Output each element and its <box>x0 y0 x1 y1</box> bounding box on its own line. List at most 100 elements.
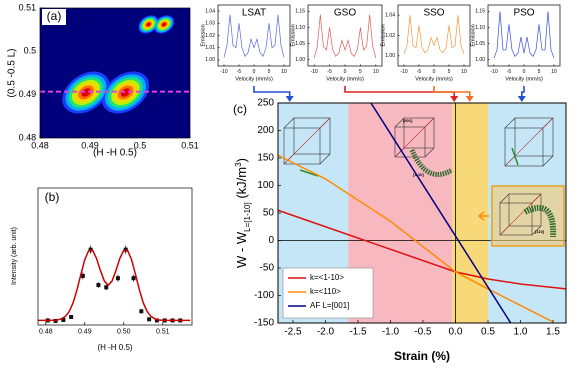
y-tick-label: 1.00 <box>475 57 485 63</box>
y-tick-label: 1.01 <box>205 45 215 51</box>
x-tick-label: -0.5 <box>414 327 432 338</box>
x-tick-label: -10 <box>220 69 227 75</box>
cube-diagram <box>499 193 542 236</box>
strain-arrow-head <box>465 96 474 102</box>
y-tick-label: 0.48 <box>19 132 37 142</box>
strain-arrow <box>344 86 455 97</box>
data-point <box>88 247 93 252</box>
y-axis-label-part: (kJ/m <box>234 167 249 202</box>
cube-diagonal <box>504 117 554 167</box>
y-tick-label: -50 <box>260 263 275 274</box>
data-line <box>277 154 554 323</box>
cube-face <box>283 127 321 165</box>
y-axis-label: (0.5 -0.5 L) <box>7 49 18 98</box>
x-tick-label: 10 <box>461 69 467 75</box>
x-axis-label: Velocity (mm/s) <box>235 76 273 82</box>
spin-arc <box>523 204 557 238</box>
legend-label: k=<1-10> <box>310 273 344 282</box>
x-tick-label: 0.5 <box>134 141 147 151</box>
cube-face <box>508 193 542 227</box>
y-axis-label: W - WL=[1-10] (kJ/m3) <box>234 158 252 268</box>
cube-edge <box>319 153 331 165</box>
contour-level <box>81 88 91 97</box>
y-axis-label: Emission <box>470 24 476 46</box>
y-tick-label: 1.15 <box>295 9 305 15</box>
data-line <box>403 15 465 54</box>
plot-frame <box>39 7 191 139</box>
x-tick-label: 10 <box>281 69 287 75</box>
inset-label: LSAT <box>242 8 266 19</box>
x-tick-label: 0.50 <box>117 329 131 336</box>
cube-diagram <box>283 117 331 165</box>
data-line <box>493 11 555 59</box>
moment-arrow <box>511 147 519 166</box>
y-tick-label: 150 <box>257 153 274 164</box>
data-point <box>69 315 74 320</box>
cube-face <box>499 202 533 236</box>
cube-edge <box>283 117 295 129</box>
x-tick-label: 0 <box>433 69 436 75</box>
y-axis-label-part: L=[1-10] <box>243 202 252 232</box>
y-tick-label: 1.04 <box>385 12 395 18</box>
x-tick-label: -1.5 <box>349 327 367 338</box>
x-tick-label: 0.0 <box>449 327 463 338</box>
y-axis-label: Emission <box>200 24 206 46</box>
cube-edge <box>542 155 554 167</box>
strain-arrow-head <box>450 96 459 102</box>
cube-diagonal <box>499 193 542 236</box>
y-axis-label: Emission <box>290 24 296 46</box>
data-point <box>61 317 66 322</box>
cube-face <box>403 117 435 149</box>
x-tick-label: 0 <box>523 69 526 75</box>
data-point <box>131 276 136 281</box>
cube-diagram <box>504 117 554 167</box>
x-tick-label: 5 <box>538 69 541 75</box>
x-axis-label: Velocity (mm/s) <box>415 76 453 82</box>
y-tick-label: 1.05 <box>475 41 485 47</box>
data-point <box>115 276 120 281</box>
y-tick-label: -150 <box>254 318 274 329</box>
data-point <box>139 309 144 314</box>
y-tick-label: 1.04 <box>205 8 215 14</box>
x-tick-label: 0 <box>253 69 256 75</box>
x-axis-label: (H -H 0.5) <box>93 148 137 159</box>
y-axis-label: Emission <box>380 24 386 46</box>
y-tick-label: 1.00 <box>295 57 305 63</box>
cube-face <box>504 127 544 167</box>
y-tick-label: 100 <box>257 180 274 191</box>
y-tick-label: 1.02 <box>205 33 215 39</box>
x-tick-label: 10 <box>373 69 379 75</box>
y-tick-label: 0.49 <box>19 89 37 99</box>
cube-face <box>293 117 331 155</box>
y-tick-label: 1.15 <box>475 9 485 15</box>
x-tick-label: 0.48 <box>39 329 53 336</box>
strain-arrow <box>520 86 525 97</box>
y-tick-label: 0.51 <box>19 2 37 12</box>
contour-level <box>161 22 167 27</box>
x-tick-label: 5 <box>448 69 451 75</box>
x-tick-label: 5 <box>268 69 271 75</box>
data-line <box>38 249 191 322</box>
inset-label: PSO <box>513 8 534 19</box>
x-tick-label: 0.49 <box>81 141 99 151</box>
strain-arrow-head <box>517 96 526 102</box>
y-tick-label: 1.00 <box>385 53 395 59</box>
panel-label: (c) <box>233 102 247 116</box>
y-tick-label: 0 <box>268 235 274 246</box>
cube-edge <box>424 147 435 158</box>
x-tick-label: -10 <box>400 69 407 75</box>
x-tick-label: -5 <box>327 69 332 75</box>
x-tick-label: 1.0 <box>514 327 528 338</box>
cube-edge <box>531 225 542 236</box>
y-tick-label: 1.10 <box>475 25 485 31</box>
x-axis-label: (H -H 0.5) <box>97 343 132 352</box>
panel-label: (a) <box>47 9 62 23</box>
y-axis-label: Intensity (arb. unit) <box>11 227 18 285</box>
strain-arrow <box>253 86 291 97</box>
cube-diagonal <box>283 117 331 165</box>
x-tick-label: 0.5 <box>481 327 495 338</box>
y-axis-label-part: 3 <box>234 162 243 167</box>
data-point <box>154 318 159 323</box>
annotation: [1-10] <box>413 172 424 177</box>
